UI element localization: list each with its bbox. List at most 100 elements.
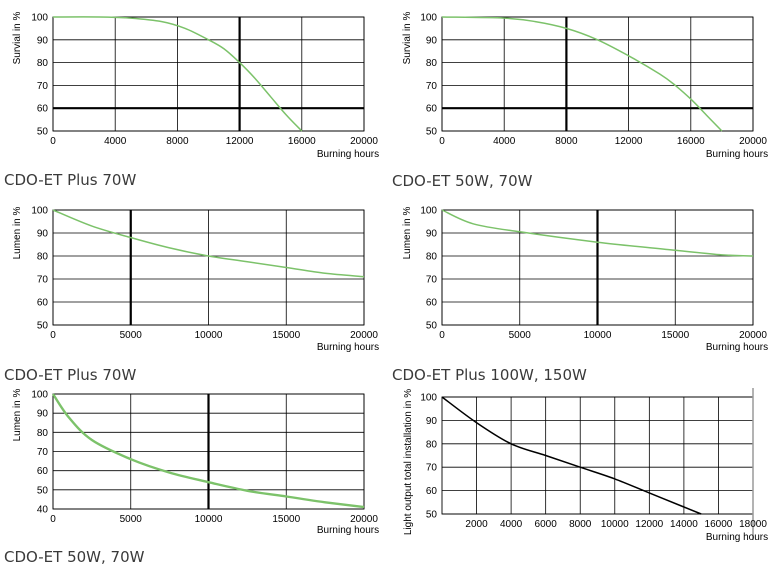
y-tick-label: 70: [37, 447, 49, 458]
x-tick-label: 20000: [350, 514, 378, 525]
y-tick-label: 90: [37, 229, 49, 240]
x-tick-label: 5000: [120, 330, 143, 341]
y-tick-label: 70: [37, 81, 49, 92]
y-tick-label: 80: [37, 252, 49, 263]
y-tick-label: 80: [426, 58, 438, 69]
x-tick-label: 20000: [739, 330, 767, 341]
y-tick-label: 60: [426, 104, 438, 115]
chart-2: 0 4000 8000 12000 16000 20000 50 60 70 80 90 100 Sur…: [402, 12, 768, 161]
caption-chart-3: CDO-ET Plus 70W: [4, 366, 137, 384]
x-tick-label: 4000: [500, 519, 523, 530]
x-tick-label: 0: [439, 136, 445, 147]
x-tick-label: 12000: [226, 136, 254, 147]
x-tick-label: 5000: [120, 514, 143, 525]
y-tick-label: 40: [37, 505, 49, 516]
y-tick-label: 80: [37, 58, 49, 69]
caption-chart-5: CDO-ET 50W, 70W: [4, 548, 145, 566]
y-tick-label: 100: [420, 13, 437, 24]
chart-6: 2000 4000 6000 8000 10000 12000 14000 16000 1800…: [403, 388, 768, 543]
y-tick-label: 60: [426, 298, 438, 309]
y-axis-label: Light output total installation in %: [403, 389, 414, 535]
y-tick-label: 100: [420, 393, 437, 404]
chart-5: 0 5000 10000 15000 20000 40 50 60 70 80 90 100 Lumen…: [12, 388, 379, 536]
x-tick-label: 20000: [350, 330, 378, 341]
y-tick-label: 50: [37, 485, 49, 496]
y-tick-label: 90: [426, 35, 438, 46]
chart-4: 0 5000 10000 15000 20000 50 60 70 80 90 100 Lumen i…: [402, 206, 768, 354]
x-tick-label: 12000: [635, 519, 663, 530]
caption-chart-4: CDO-ET Plus 100W, 150W: [392, 366, 587, 384]
x-tick-label: 4000: [104, 136, 127, 147]
x-tick-label: 8000: [555, 136, 578, 147]
y-tick-label: 70: [37, 275, 49, 286]
x-tick-label: 15000: [272, 330, 300, 341]
y-tick-label: 70: [426, 275, 438, 286]
y-tick-label: 50: [426, 321, 438, 332]
y-tick-label: 50: [426, 127, 438, 138]
x-tick-label: 14000: [670, 519, 698, 530]
caption-chart-2: CDO-ET 50W, 70W: [392, 172, 533, 190]
y-tick-label: 100: [31, 390, 48, 401]
y-axis-label: Lumen in %: [402, 206, 413, 259]
y-tick-label: 50: [37, 321, 49, 332]
x-tick-label: 4000: [493, 136, 516, 147]
plot-frame: [52, 16, 365, 132]
y-axis-label: Survial in %: [12, 12, 23, 65]
chart-1: 0 4000 8000 12000 16000 20000 50 60 70 80 90 100 Sur…: [12, 12, 379, 161]
y-tick-label: 60: [37, 466, 49, 477]
series-line-survival: [52, 16, 303, 132]
y-tick-label: 60: [37, 298, 49, 309]
caption-chart-1: CDO-ET Plus 70W: [4, 171, 137, 189]
y-tick-label: 90: [37, 409, 49, 420]
y-tick-label: 60: [37, 104, 49, 115]
chart-3: 0 5000 10000 15000 20000 50 60 70 80 90 100 Lumen i…: [12, 206, 379, 354]
x-tick-label: 16000: [705, 519, 733, 530]
y-tick-label: 80: [426, 439, 438, 450]
y-tick-label: 70: [426, 81, 438, 92]
series-line-lumen: [441, 209, 754, 257]
x-tick-label: 6000: [535, 519, 558, 530]
series-line-lumen: [52, 209, 365, 278]
plot-frame: [441, 396, 754, 515]
series-line-lumen: [52, 393, 365, 509]
x-tick-label: 16000: [677, 136, 705, 147]
y-tick-label: 80: [37, 428, 49, 439]
x-tick-label: 0: [439, 330, 445, 341]
y-tick-label: 90: [426, 229, 438, 240]
series-line-survival: [441, 16, 723, 132]
x-tick-label: 0: [50, 330, 56, 341]
y-tick-label: 90: [37, 35, 49, 46]
x-tick-label: 15000: [272, 514, 300, 525]
x-tick-label: 8000: [166, 136, 189, 147]
plot-frame: [52, 209, 365, 326]
x-tick-label: 16000: [288, 136, 316, 147]
y-axis-label: Lumen in %: [12, 206, 23, 259]
y-tick-label: 70: [426, 463, 438, 474]
y-tick-label: 100: [31, 13, 48, 24]
y-tick-label: 50: [37, 127, 49, 138]
x-tick-label: 0: [50, 514, 56, 525]
x-axis-label: Burning hours: [706, 149, 768, 160]
x-tick-label: 10000: [601, 519, 629, 530]
x-axis-label: Burning hours: [706, 342, 768, 353]
y-tick-label: 90: [426, 416, 438, 427]
plot-frame: [52, 393, 365, 510]
x-tick-label: 2000: [465, 519, 488, 530]
x-tick-label: 0: [50, 136, 56, 147]
y-tick-label: 60: [426, 486, 438, 497]
x-axis-label: Burning hours: [317, 342, 379, 353]
y-axis-label: Lumen in %: [12, 388, 23, 441]
x-axis-label: Burning hours: [317, 149, 379, 160]
plot-frame: [441, 16, 754, 132]
y-axis-label: Survial in %: [402, 12, 413, 65]
plot-frame: [441, 209, 754, 326]
y-tick-label: 100: [420, 206, 437, 217]
x-tick-label: 5000: [509, 330, 532, 341]
x-tick-label: 20000: [350, 136, 378, 147]
x-axis-label: Burning hours: [317, 525, 379, 536]
y-tick-label: 100: [31, 206, 48, 217]
y-tick-label: 50: [426, 510, 438, 521]
x-tick-label: 12000: [615, 136, 643, 147]
x-tick-label: 10000: [584, 330, 612, 341]
x-tick-label: 20000: [739, 136, 767, 147]
